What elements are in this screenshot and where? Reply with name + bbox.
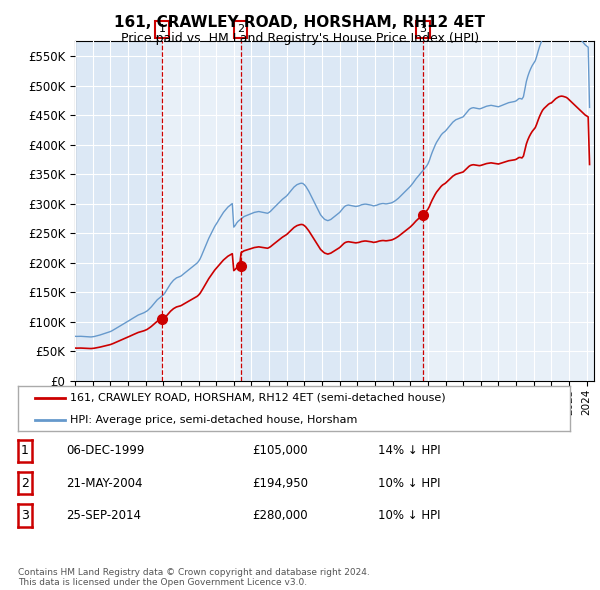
Text: 10% ↓ HPI: 10% ↓ HPI: [378, 477, 440, 490]
Bar: [75, 41, 162, 381]
Text: £280,000: £280,000: [252, 509, 308, 522]
Text: 06-DEC-1999: 06-DEC-1999: [66, 444, 145, 457]
Text: Price paid vs. HM Land Registry's House Price Index (HPI): Price paid vs. HM Land Registry's House …: [121, 32, 479, 45]
Text: Contains HM Land Registry data © Crown copyright and database right 2024.
This d: Contains HM Land Registry data © Crown c…: [18, 568, 370, 587]
Bar: [162, 41, 241, 381]
Text: £194,950: £194,950: [252, 477, 308, 490]
Text: 2: 2: [237, 24, 244, 34]
Text: 3: 3: [21, 509, 29, 522]
Bar: [241, 41, 423, 381]
Text: 2: 2: [21, 477, 29, 490]
Text: 161, CRAWLEY ROAD, HORSHAM, RH12 4ET (semi-detached house): 161, CRAWLEY ROAD, HORSHAM, RH12 4ET (se…: [70, 392, 446, 402]
Bar: [423, 41, 594, 381]
Text: £105,000: £105,000: [252, 444, 308, 457]
Text: 1: 1: [21, 444, 29, 457]
Text: HPI: Average price, semi-detached house, Horsham: HPI: Average price, semi-detached house,…: [70, 415, 358, 425]
Text: 10% ↓ HPI: 10% ↓ HPI: [378, 509, 440, 522]
Text: 3: 3: [419, 24, 427, 34]
Text: 25-SEP-2014: 25-SEP-2014: [66, 509, 141, 522]
Text: 14% ↓ HPI: 14% ↓ HPI: [378, 444, 440, 457]
Text: 1: 1: [158, 24, 166, 34]
Text: 161, CRAWLEY ROAD, HORSHAM, RH12 4ET: 161, CRAWLEY ROAD, HORSHAM, RH12 4ET: [115, 15, 485, 30]
Text: 21-MAY-2004: 21-MAY-2004: [66, 477, 143, 490]
